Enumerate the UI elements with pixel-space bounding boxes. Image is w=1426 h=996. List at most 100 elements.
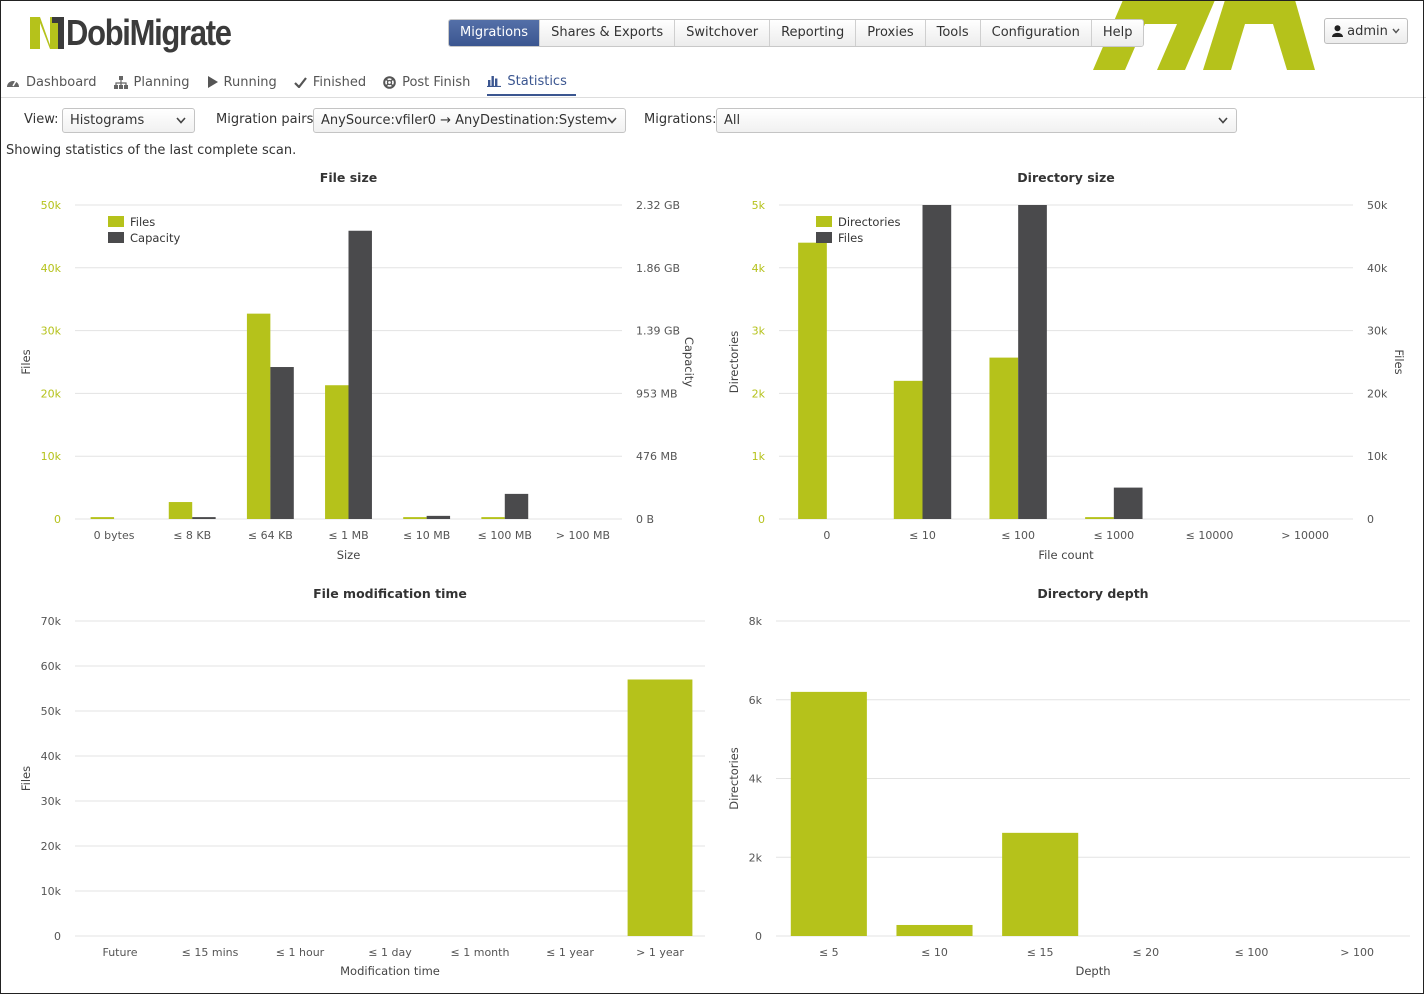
y-tick-label: 50k (41, 705, 62, 718)
chevron-down-icon (1392, 28, 1400, 34)
x-tick-label: ≤ 10 (909, 529, 936, 542)
x-tick-label: > 1 year (636, 946, 684, 959)
y2-tick-label: 40k (1367, 262, 1388, 275)
y-tick-label: 2k (749, 851, 763, 864)
x-tick-label: ≤ 64 KB (248, 529, 293, 542)
y2-tick-label: 50k (1367, 199, 1388, 212)
chart-title: File size (320, 170, 377, 185)
nav-item-configuration[interactable]: Configuration (980, 20, 1092, 46)
bar-capacity-1-mb[interactable] (348, 230, 372, 520)
bar-directories-10[interactable] (893, 380, 923, 519)
legend-swatch (816, 232, 832, 243)
bar-files-10-mb[interactable] (403, 517, 427, 519)
nav-item-switchover[interactable]: Switchover (675, 20, 771, 46)
x-tick-label: ≤ 1 hour (276, 946, 325, 959)
nav-item-tools[interactable]: Tools (925, 20, 981, 46)
bar-directories-100[interactable] (989, 357, 1019, 519)
bar-capacity-64-kb[interactable] (270, 367, 294, 519)
migrations-select[interactable]: All (716, 108, 1237, 133)
bar-directories-15[interactable] (1002, 832, 1079, 936)
view-select[interactable]: Histograms (62, 108, 195, 133)
bar-directories-1000[interactable] (1085, 517, 1114, 519)
subnav-label: Post Finish (402, 74, 471, 90)
legend-label[interactable]: Directories (838, 215, 900, 229)
y-tick-label: 4k (749, 773, 763, 786)
legend-label[interactable]: Files (130, 215, 155, 229)
y2-tick-label: 2.32 GB (636, 199, 680, 212)
y-axis-label: Directories (727, 331, 741, 393)
bar-files-100-mb[interactable] (481, 517, 505, 519)
subnav-planning[interactable]: Planning (113, 68, 199, 96)
logo-mark-icon (30, 17, 64, 49)
lifebuoy-icon (383, 75, 396, 89)
y-tick-label: 30k (41, 325, 62, 338)
x-tick-label: ≤ 15 (1027, 946, 1054, 959)
x-axis-label: Size (337, 548, 361, 562)
bar-files-64-kb[interactable] (246, 313, 271, 519)
bar-directories-0[interactable] (798, 242, 827, 519)
y-tick-label: 0 (54, 930, 61, 943)
legend-label[interactable]: Files (838, 231, 863, 245)
bar-directories-5[interactable] (790, 691, 867, 936)
bar-files-100[interactable] (1018, 205, 1047, 519)
subnav-post-finish[interactable]: Post Finish (383, 68, 479, 96)
legend-label[interactable]: Capacity (130, 231, 180, 245)
y-tick-label: 50k (41, 199, 62, 212)
x-tick-label: > 100 MB (556, 529, 610, 542)
brand-decoration (1093, 0, 1315, 70)
check-icon (294, 76, 307, 88)
x-tick-label: 0 (823, 529, 830, 542)
x-axis-label: Depth (1075, 964, 1110, 978)
subnav-statistics[interactable]: Statistics (487, 68, 576, 96)
nav-item-reporting[interactable]: Reporting (770, 20, 857, 46)
migrations-label: Migrations: (644, 112, 717, 127)
bar-directories-10[interactable] (896, 924, 973, 936)
y2-tick-label: 1.86 GB (636, 262, 680, 275)
bar-files-10[interactable] (922, 205, 952, 519)
y2-tick-label: 30k (1367, 325, 1388, 338)
bar-capacity-100-mb[interactable] (504, 493, 529, 519)
subnav-label: Finished (312, 74, 367, 90)
x-tick-label: ≤ 100 (1235, 946, 1269, 959)
x-axis-label: File count (1038, 548, 1094, 562)
subnav-label: Dashboard (26, 74, 97, 90)
nav-item-migrations[interactable]: Migrations (449, 20, 541, 46)
bar-capacity-10-mb[interactable] (426, 515, 451, 519)
bar-capacity-8-kb[interactable] (192, 517, 216, 519)
y-tick-label: 20k (41, 840, 62, 853)
bar-files-0-bytes[interactable] (90, 517, 115, 519)
legend-swatch (816, 216, 832, 227)
bar-files-1000[interactable] (1113, 487, 1143, 519)
bar-files-1-mb[interactable] (325, 385, 349, 519)
y2-axis-label: Files (1392, 349, 1406, 374)
x-tick-label: ≤ 1 day (368, 946, 412, 959)
app-logo[interactable]: DobiMigrate (30, 12, 258, 54)
nav-item-proxies[interactable]: Proxies (856, 20, 926, 46)
migration-pairs-value: AnySource:vfiler0 → AnyDestination:Syste… (321, 113, 608, 128)
user-menu-button[interactable]: admin (1324, 18, 1408, 44)
bar-files-1-year[interactable] (627, 679, 693, 937)
x-tick-label: ≤ 100 (1001, 529, 1035, 542)
chevron-down-icon (607, 117, 617, 124)
y-tick-label: 10k (41, 450, 62, 463)
y-tick-label: 40k (41, 750, 62, 763)
subnav-label: Planning (133, 74, 190, 90)
bar-files-8-kb[interactable] (168, 502, 193, 519)
x-tick-label: ≤ 10 (921, 946, 948, 959)
logo-text: DobiMigrate (66, 12, 232, 53)
file-modification-time-chart: File modification time 0 10k 20k 30k 40k 50k 60… (19, 586, 705, 978)
play-icon (207, 76, 218, 88)
subnav-running[interactable]: Running (207, 68, 286, 96)
x-tick-label: ≤ 1 month (451, 946, 510, 959)
y-tick-label: 5k (752, 199, 766, 212)
migration-pairs-select[interactable]: AnySource:vfiler0 → AnyDestination:Syste… (313, 108, 626, 133)
y-tick-label: 70k (41, 615, 62, 628)
migration-pairs-label: Migration pairs: (216, 112, 318, 127)
nav-item-help[interactable]: Help (1091, 20, 1144, 46)
subnav-dashboard[interactable]: Dashboard (6, 68, 106, 96)
x-axis-label: Modification time (340, 964, 440, 978)
chevron-down-icon (176, 117, 186, 124)
x-tick-label: ≤ 10 MB (403, 529, 450, 542)
subnav-finished[interactable]: Finished (294, 68, 375, 96)
nav-item-shares-exports[interactable]: Shares & Exports (540, 20, 676, 46)
